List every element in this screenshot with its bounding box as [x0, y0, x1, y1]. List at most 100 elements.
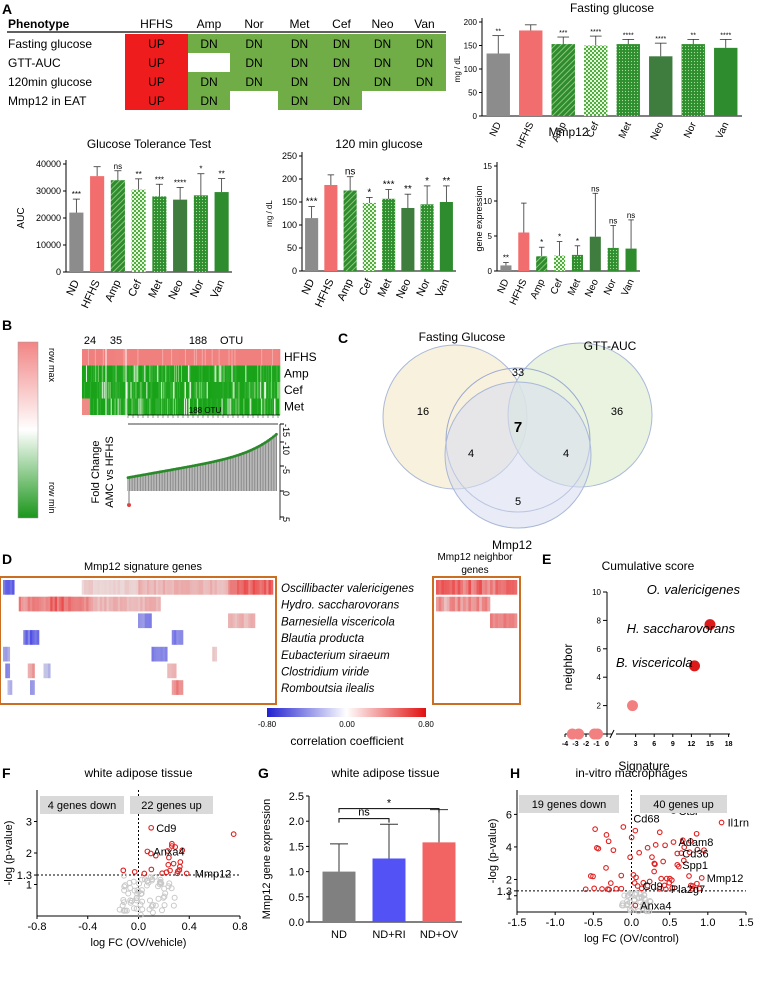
table-cell	[125, 53, 188, 72]
category-label: Met	[566, 277, 583, 297]
heatmap-cell	[223, 580, 227, 595]
y-tick-label: 4	[597, 673, 602, 682]
heatmap-cell	[133, 398, 135, 415]
heatmap-cell	[468, 580, 472, 595]
heatmap-cell	[166, 382, 168, 399]
heatmap-cell	[153, 365, 155, 382]
heatmap-cell	[142, 613, 146, 629]
heatmap-cell	[167, 349, 169, 366]
heatmap-cell	[249, 365, 251, 382]
heatmap-cell	[495, 580, 499, 595]
heatmap-cell	[79, 596, 83, 612]
heatmap-cell	[108, 349, 111, 366]
heatmap-cell	[242, 382, 244, 399]
heatmap-cell	[452, 580, 456, 595]
heatmap-cell	[106, 398, 109, 415]
row-scale-bar	[17, 341, 39, 519]
sig-gene-point	[170, 860, 177, 867]
heatmap-cell	[275, 382, 277, 399]
heatmap-cell	[7, 580, 11, 595]
heatmap-cell	[132, 349, 134, 366]
sig-gene-point	[670, 839, 677, 845]
scale-min-label: row min	[47, 482, 57, 514]
heatmap-cell	[222, 382, 224, 399]
heatmap-cell	[241, 580, 245, 595]
heatmap-cell	[7, 663, 11, 679]
heatmap-cell	[112, 349, 114, 366]
panel-label-e: E	[542, 551, 551, 567]
heatmap-cell	[218, 349, 220, 366]
category-label: ND	[488, 121, 504, 139]
heatmap-cell	[249, 382, 251, 399]
sig-gene-point	[694, 880, 700, 887]
x-tick-label: -1.0	[546, 917, 565, 929]
heatmap-cell	[277, 382, 279, 399]
heatmap-cell	[270, 349, 272, 366]
heatmap-cell	[128, 398, 130, 415]
significance-label: **	[503, 254, 509, 263]
gene-point	[136, 880, 143, 887]
heatmap-cell	[242, 398, 244, 415]
heatmap-cell	[25, 596, 29, 612]
heatmap-cell	[189, 398, 192, 415]
gene-point	[157, 878, 164, 885]
heatmap-cell	[204, 382, 207, 399]
heatmap-cell	[263, 365, 265, 382]
heatmap-cell	[239, 398, 241, 415]
heatmap-cell	[457, 596, 461, 612]
colorbar	[267, 708, 426, 717]
heatmap-cell	[271, 365, 273, 382]
heatmap-cell	[227, 398, 229, 415]
heatmap-cell	[181, 382, 184, 399]
heatmap-cell	[180, 349, 182, 366]
heatmap-cell	[178, 680, 182, 695]
heatmap-cell	[138, 365, 140, 382]
heatmap-cell	[150, 382, 152, 399]
y-tick-label: 6	[597, 645, 602, 654]
heatmap-cell	[103, 382, 106, 399]
sig-gene-point	[131, 869, 138, 875]
otu-label: OTU	[220, 335, 243, 347]
heatmap-cell	[91, 382, 94, 399]
gene-point	[155, 895, 162, 902]
heatmap-cell	[138, 349, 140, 366]
heatmap-cell	[142, 398, 144, 415]
heatmap-cell	[134, 382, 136, 399]
heatmap-cell	[200, 365, 203, 382]
significance-label: ***	[383, 180, 395, 191]
heatmap-cell	[250, 349, 252, 366]
heatmap-cell	[218, 365, 220, 382]
heatmap-cell	[229, 349, 231, 366]
chart-title: white adipose tissue	[83, 766, 192, 780]
heatmap-cell	[124, 580, 128, 595]
heatmap-cell	[82, 398, 84, 415]
gene-point	[625, 891, 632, 898]
gene-point	[646, 908, 653, 915]
heatmap-cell	[267, 365, 269, 382]
category-label: Amp	[529, 277, 548, 301]
heatmap-cell	[171, 663, 175, 679]
heatmap-cell	[117, 580, 121, 595]
heatmap-cell	[123, 382, 125, 399]
group-label: 188	[189, 335, 207, 347]
heatmap-cell	[75, 596, 78, 612]
sig-gene-point	[590, 873, 596, 880]
gene-point	[122, 907, 129, 914]
fc-tick-label: 0	[281, 491, 291, 496]
heatmap-cell	[215, 382, 217, 399]
heatmap-cell	[262, 398, 264, 415]
heatmap-cell	[182, 382, 185, 399]
sig-gene-point	[610, 847, 617, 854]
heatmap-cell	[514, 580, 518, 595]
heatmap-cell	[160, 580, 164, 595]
heatmap-cell	[86, 580, 89, 595]
heatmap-cell	[167, 663, 170, 679]
heatmap-cell	[211, 349, 213, 366]
gene-point	[127, 899, 134, 906]
heatmap-cell	[257, 349, 259, 366]
heatmap-cell	[103, 398, 106, 415]
cell-value: DN	[416, 56, 433, 70]
heatmap-cell	[202, 365, 205, 382]
gene-point	[149, 902, 156, 909]
heatmap-cell	[208, 382, 211, 399]
